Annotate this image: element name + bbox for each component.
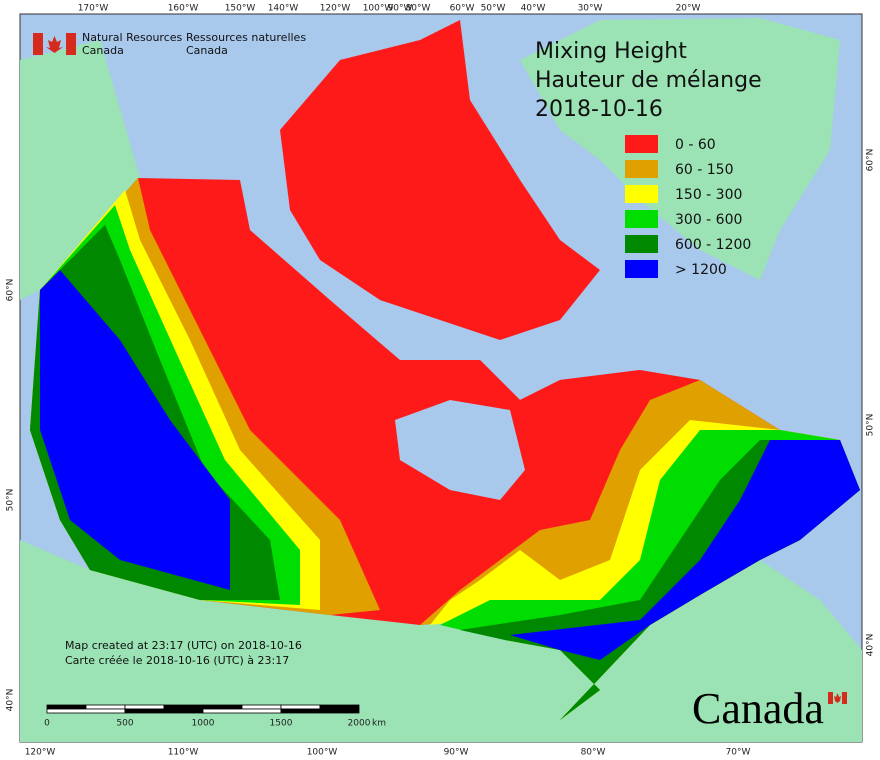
graticule-label: 60°N bbox=[6, 279, 16, 302]
graticule-label: 140°W bbox=[268, 4, 299, 14]
alaska bbox=[20, 40, 140, 300]
graticule-label: 90°W bbox=[388, 4, 413, 14]
scale-segment bbox=[202, 704, 243, 710]
scale-segment bbox=[241, 704, 282, 710]
legend-swatch bbox=[625, 235, 658, 253]
scale-segment bbox=[319, 704, 360, 710]
flag-left bbox=[33, 33, 43, 55]
flag-right bbox=[66, 33, 76, 55]
scale-segment bbox=[46, 708, 126, 714]
band-west-blue bbox=[40, 270, 230, 590]
legend-swatch bbox=[625, 210, 658, 228]
scale-segment bbox=[124, 708, 204, 714]
legend-swatch bbox=[625, 260, 658, 278]
graticule-label: 30°W bbox=[578, 4, 603, 14]
graticule-label: 150°W bbox=[225, 4, 256, 14]
graticule-label: 170°W bbox=[78, 4, 109, 14]
hudson-bay bbox=[395, 400, 525, 500]
graticule-label: 120°W bbox=[25, 748, 56, 758]
legend-swatch bbox=[625, 135, 658, 153]
legend: 0 - 60 60 - 150 150 - 300 300 - 600 600 - 12… bbox=[625, 135, 751, 278]
scale-segment bbox=[46, 704, 87, 710]
legend-label: 0 - 60 bbox=[675, 137, 716, 153]
graticule-label: 60°N bbox=[866, 149, 876, 172]
flag-leaf bbox=[46, 36, 63, 53]
title: Hauteur de mélange bbox=[535, 68, 762, 93]
graticule-label: 80°W bbox=[406, 4, 431, 14]
agency-en: Natural Resources bbox=[82, 31, 183, 44]
graticule-label: 40°N bbox=[6, 689, 16, 712]
scale-segment bbox=[85, 704, 126, 710]
graticule-label: 100°W bbox=[307, 748, 338, 758]
scale-label: 1500 bbox=[270, 719, 293, 729]
scale-bar: 0 500 1000 1500 2000 km bbox=[44, 704, 386, 729]
scale-label: 0 bbox=[44, 719, 50, 729]
agency-fr: Ressources naturelles bbox=[186, 31, 306, 44]
graticule-label: 120°W bbox=[320, 4, 351, 14]
wordmark-leaf bbox=[834, 693, 841, 703]
scale-segment bbox=[163, 704, 204, 710]
wordmark-flag bbox=[828, 692, 833, 704]
agency-en: Canada bbox=[82, 44, 124, 57]
legend-label: 600 - 1200 bbox=[675, 237, 751, 253]
scale-segment bbox=[280, 708, 360, 714]
graticule-label: 80°W bbox=[581, 748, 606, 758]
title: Mixing Height bbox=[535, 39, 687, 64]
band-east-blue bbox=[510, 440, 860, 660]
agency-fr: Canada bbox=[186, 44, 228, 57]
legend-label: 60 - 150 bbox=[675, 162, 734, 178]
scale-label: 500 bbox=[116, 719, 133, 729]
labrador bbox=[480, 360, 640, 450]
title: 2018-10-16 bbox=[535, 97, 663, 122]
graticule-label: 20°W bbox=[676, 4, 701, 14]
legend-swatch bbox=[625, 160, 658, 178]
scale-unit: km bbox=[372, 719, 386, 729]
graticule-label: 40°N bbox=[866, 634, 876, 657]
legend-label: 150 - 300 bbox=[675, 187, 742, 203]
graticule-label: 40°W bbox=[521, 4, 546, 14]
scale-segment bbox=[202, 708, 282, 714]
scale-label: 1000 bbox=[192, 719, 215, 729]
graticule: 170°W 160°W 150°W 140°W 120°W 100°W90°W80°W 60… bbox=[6, 4, 876, 758]
graticule-label: 90°W bbox=[444, 748, 469, 758]
created-fr: Carte créée le 2018-10-16 (UTC) à 23:17 bbox=[65, 654, 289, 667]
graticule-label: 70°W bbox=[726, 748, 751, 758]
graticule-label: 50°N bbox=[866, 414, 876, 437]
usa bbox=[20, 540, 862, 742]
scale-label: 2000 bbox=[348, 719, 371, 729]
graticule-label: 50°W bbox=[481, 4, 506, 14]
wordmark-flag bbox=[842, 692, 847, 704]
graticule-label: 110°W bbox=[168, 748, 199, 758]
scale-segment bbox=[280, 704, 321, 710]
graticule-label: 100°W bbox=[363, 4, 394, 14]
scale-segment bbox=[124, 704, 165, 710]
graticule-label: 50°N bbox=[6, 489, 16, 512]
greenland bbox=[520, 18, 840, 280]
wordmark: Canada bbox=[692, 684, 824, 733]
legend-label: 300 - 600 bbox=[675, 212, 742, 228]
arctic-islands bbox=[280, 20, 600, 340]
created-en: Map created at 23:17 (UTC) on 2018-10-16 bbox=[65, 639, 302, 652]
legend-swatch bbox=[625, 185, 658, 203]
graticule-label: 160°W bbox=[168, 4, 199, 14]
graticule-label: 60°W bbox=[450, 4, 475, 14]
legend-label: > 1200 bbox=[675, 262, 727, 278]
